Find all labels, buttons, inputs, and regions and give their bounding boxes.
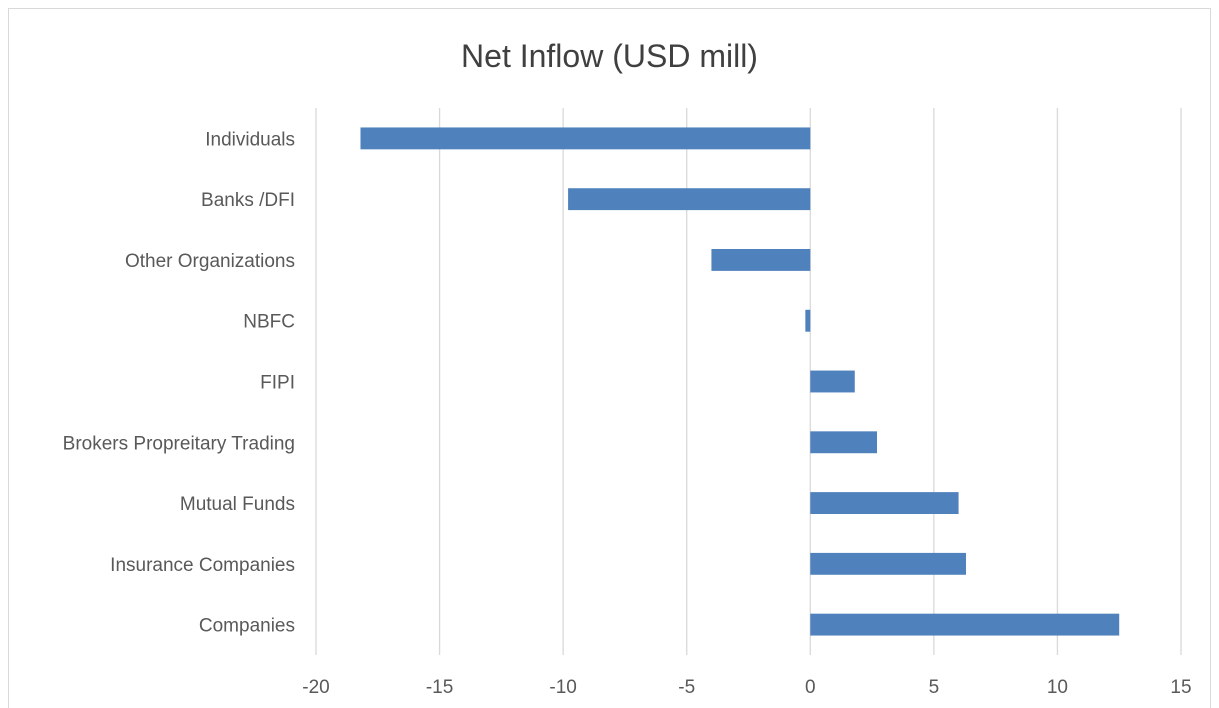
x-tick-label-1: -15 [426, 677, 453, 698]
x-tick-label-0: -20 [302, 677, 329, 698]
bar-2 [711, 249, 811, 271]
chart-frame [8, 8, 1211, 708]
category-label-4: FIPI [260, 373, 295, 394]
chart-title: Net Inflow (USD mill) [461, 38, 758, 74]
x-tick-label-6: 10 [1047, 677, 1068, 698]
bar-1 [568, 188, 811, 211]
x-tick-label-2: -10 [549, 677, 576, 698]
x-tick-label-4: 0 [805, 677, 816, 698]
category-label-7: Insurance Companies [110, 555, 295, 576]
bar-8 [810, 613, 1120, 636]
x-tick-label-3: -5 [678, 677, 695, 698]
bar-7 [810, 552, 966, 575]
category-label-6: Mutual Funds [180, 494, 295, 515]
category-label-5: Brokers Propreitary Trading [63, 433, 295, 454]
category-label-0: Individuals [205, 129, 295, 150]
bar-4 [810, 370, 855, 393]
bar-0 [360, 127, 811, 150]
bar-5 [810, 431, 878, 454]
x-tick-label-7: 15 [1170, 677, 1191, 698]
category-label-8: Companies [199, 616, 295, 637]
bar-6 [810, 492, 959, 514]
category-label-2: Other Organizations [125, 251, 295, 272]
category-label-3: NBFC [243, 312, 295, 333]
category-label-1: Banks /DFI [201, 190, 295, 211]
x-tick-label-5: 5 [929, 677, 940, 698]
bar-3 [805, 309, 811, 332]
